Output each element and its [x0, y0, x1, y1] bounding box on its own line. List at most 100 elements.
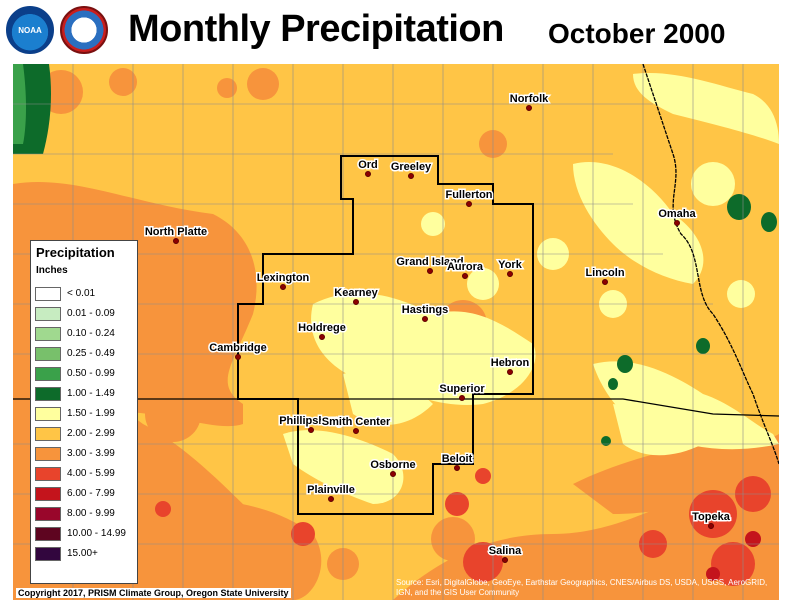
legend-item: 3.00 - 3.99 — [35, 445, 135, 463]
legend-swatch — [35, 407, 61, 421]
legend-units: Inches — [36, 265, 68, 276]
city-label: Kearney — [334, 287, 378, 299]
legend-swatch — [35, 367, 61, 381]
legend-swatch — [35, 467, 61, 481]
legend-label: 10.00 - 14.99 — [67, 528, 126, 539]
city-marker: Ord — [357, 158, 379, 178]
map-date: October 2000 — [548, 18, 726, 49]
city-marker: Beloit — [440, 452, 474, 471]
city-label: Norfolk — [510, 93, 549, 105]
city-markers: Norfolk Ord Greeley Fullerton North Platte Om… — [143, 92, 732, 563]
city-marker: Greeley — [389, 160, 434, 180]
city-marker: Hebron — [489, 356, 531, 375]
legend-label: 8.00 - 9.99 — [67, 508, 115, 519]
city-marker: Phillipsburg — [278, 414, 344, 433]
city-label: Superior — [439, 383, 485, 395]
city-marker: Topeka — [691, 510, 732, 529]
legend-title: Precipitation — [36, 245, 115, 260]
legend-item: < 0.01 — [35, 285, 135, 303]
source-attribution: Source: Esri, DigitalGlobe, GeoEye, Eart… — [396, 578, 768, 597]
city-label: Omaha — [658, 208, 696, 220]
legend-label: 4.00 - 5.99 — [67, 468, 115, 479]
city-label: Plainville — [307, 484, 355, 496]
legend-item: 15.00+ — [35, 545, 135, 563]
city-marker: Smith Center — [320, 415, 392, 434]
legend-label: 0.10 - 0.24 — [67, 328, 115, 339]
city-label: Grand Island — [396, 256, 463, 268]
legend-swatch — [35, 287, 61, 301]
city-marker: Salina — [487, 544, 524, 563]
city-label: Hebron — [491, 357, 530, 369]
city-marker: Holdrege — [297, 321, 347, 340]
city-marker: Lincoln — [584, 266, 626, 285]
city-dot — [506, 270, 513, 277]
legend-swatch — [35, 307, 61, 321]
city-dot — [506, 368, 513, 375]
legend-item: 1.50 - 1.99 — [35, 405, 135, 423]
legend-swatch — [35, 327, 61, 341]
city-label: Greeley — [391, 161, 432, 173]
city-label: Holdrege — [298, 322, 346, 334]
precip-zone-6-8 — [706, 531, 761, 581]
legend-label: 3.00 - 3.99 — [67, 448, 115, 459]
city-dot — [453, 464, 460, 471]
legend-item: 2.00 - 2.99 — [35, 425, 135, 443]
city-label: Fullerton — [445, 189, 492, 201]
legend-item: 6.00 - 7.99 — [35, 485, 135, 503]
legend-item: 8.00 - 9.99 — [35, 505, 135, 523]
city-dot — [352, 298, 359, 305]
legend-swatch — [35, 387, 61, 401]
legend-label: 1.50 - 1.99 — [67, 408, 115, 419]
city-label: Osborne — [370, 459, 415, 471]
legend-swatch — [35, 447, 61, 461]
city-label: Hastings — [402, 304, 448, 316]
legend-swatch — [35, 547, 61, 561]
city-marker: Grand Island — [395, 255, 465, 274]
legend-label: 1.00 - 1.49 — [67, 388, 115, 399]
city-dot — [421, 315, 428, 322]
precipitation-legend: Precipitation Inches < 0.01 0.01 - 0.09 0.… — [30, 240, 138, 584]
nws-logo-icon — [60, 6, 108, 54]
legend-swatch — [35, 347, 61, 361]
copyright-text: Copyright 2017, PRISM Climate Group, Ore… — [16, 588, 291, 598]
city-label: Aurora — [447, 261, 484, 273]
city-marker: Fullerton — [444, 188, 494, 207]
city-marker: York — [497, 258, 524, 277]
city-marker: Kearney — [333, 286, 380, 305]
legend-swatch — [35, 427, 61, 441]
city-dot — [426, 267, 433, 274]
city-dot — [674, 219, 681, 226]
city-dot — [458, 394, 465, 401]
state-border-east — [642, 64, 779, 465]
city-marker: Hastings — [400, 303, 450, 322]
legend-label: < 0.01 — [67, 288, 96, 299]
legend-item: 0.25 - 0.49 — [35, 345, 135, 363]
city-label: Smith Center — [322, 416, 391, 428]
city-dot — [364, 171, 371, 178]
city-marker: Lexington — [255, 271, 311, 290]
city-dot — [501, 556, 508, 563]
city-dot — [526, 105, 533, 112]
city-marker: Osborne — [369, 458, 417, 477]
city-dot — [327, 495, 334, 502]
legend-swatch — [35, 507, 61, 521]
legend-item: 1.00 - 1.49 — [35, 385, 135, 403]
city-label: Topeka — [692, 511, 731, 523]
legend-label: 0.50 - 0.99 — [67, 368, 115, 379]
forecast-area-outline — [237, 155, 534, 515]
state-border-ne-ks — [13, 398, 779, 417]
legend-item: 0.50 - 0.99 — [35, 365, 135, 383]
legend-item: 0.10 - 0.24 — [35, 325, 135, 343]
city-label: North Platte — [145, 226, 207, 238]
city-marker: Omaha — [657, 207, 698, 226]
legend-item: 4.00 - 5.99 — [35, 465, 135, 483]
legend-swatch — [35, 527, 61, 541]
legend-swatch — [35, 487, 61, 501]
city-dot — [352, 427, 359, 434]
map-header: NOAA Monthly Precipitation October 2000 — [0, 0, 792, 64]
city-label: Phillipsburg — [279, 415, 343, 427]
city-label: York — [498, 259, 523, 271]
city-label: Salina — [489, 545, 522, 557]
legend-label: 6.00 - 7.99 — [67, 488, 115, 499]
map-title: Monthly Precipitation — [128, 8, 504, 50]
